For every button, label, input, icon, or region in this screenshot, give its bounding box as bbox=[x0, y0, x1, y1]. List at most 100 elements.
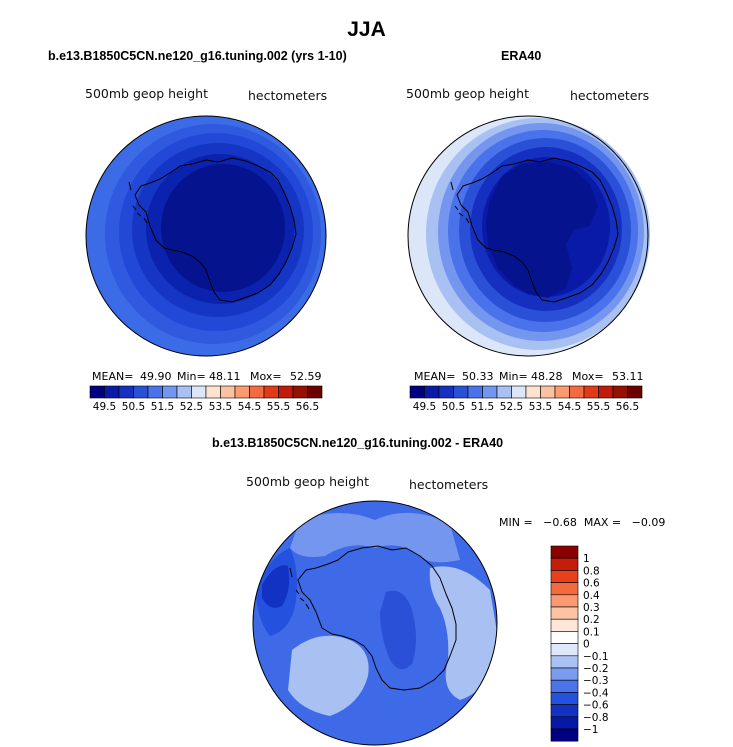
colorbar-box bbox=[550, 570, 579, 583]
colorbar-box bbox=[550, 618, 579, 632]
panel-2-units: hectometers bbox=[570, 88, 650, 103]
panel-1-max-label: Mox= bbox=[250, 370, 282, 383]
colorbar-box bbox=[249, 385, 265, 399]
map2-boundary bbox=[407, 115, 649, 357]
colorbar-box bbox=[118, 385, 134, 399]
colorbar-box bbox=[612, 385, 628, 399]
colorbar-tick-label: −0.8 bbox=[583, 712, 609, 724]
colorbar-box bbox=[550, 582, 579, 596]
panel-2-min-label: Min= bbox=[499, 370, 528, 383]
panel-2-max-label: Mox= bbox=[572, 370, 604, 383]
colorbar-box bbox=[550, 594, 579, 608]
panel-1-max-value: 52.59 bbox=[290, 370, 322, 383]
colorbar-box bbox=[550, 631, 579, 644]
panel-3-variable: 500mb geop height bbox=[246, 474, 369, 489]
colorbar-tick-label: 0.8 bbox=[583, 565, 600, 577]
figure-title: JJA bbox=[347, 18, 386, 41]
colorbar-box bbox=[550, 692, 579, 705]
map3-top-light bbox=[290, 512, 460, 563]
colorbar-tick-label: 0.6 bbox=[583, 578, 600, 590]
panel-3-title: b.e13.B1850C5CN.ne120_g16.tuning.002 - E… bbox=[212, 436, 504, 450]
map1-coastline bbox=[134, 157, 297, 303]
colorbar-box bbox=[162, 385, 178, 399]
colorbar-box bbox=[525, 385, 541, 399]
colorbar-tick-label: 54.5 bbox=[238, 401, 261, 413]
colorbar-box bbox=[627, 385, 643, 399]
map2-islands bbox=[450, 181, 470, 224]
colorbar-box bbox=[583, 385, 599, 399]
colorbar-tick-label: 52.5 bbox=[180, 401, 203, 413]
panel-1-mean-label: MEAN= bbox=[92, 370, 134, 383]
panel-3-minmax: MIN = −0.68 MAX = −0.09 bbox=[499, 516, 666, 529]
colorbar-tick-label: 50.5 bbox=[442, 401, 465, 413]
colorbar-box bbox=[550, 667, 579, 681]
colorbar-tick-label: 0.4 bbox=[583, 590, 600, 602]
map1-core bbox=[161, 164, 285, 292]
map2-coastline bbox=[456, 157, 619, 303]
map3-center-dark bbox=[380, 590, 416, 670]
panel-1-min-label: Min= bbox=[177, 370, 206, 383]
colorbar-panel-3: 10.80.60.40.30.20.10−0.1−0.2−0.3−0.4−0.6… bbox=[550, 545, 609, 742]
colorbar-tick-label: 1 bbox=[583, 553, 590, 565]
panel-2-min-value: 48.28 bbox=[531, 370, 563, 383]
colorbar-tick-label: 50.5 bbox=[122, 401, 145, 413]
colorbar-box bbox=[453, 385, 469, 399]
colorbar-box bbox=[409, 385, 425, 399]
colorbar-tick-label: 51.5 bbox=[151, 401, 174, 413]
colorbar-tick-label: 49.5 bbox=[93, 401, 116, 413]
panel-2-max-value: 53.11 bbox=[612, 370, 644, 383]
colorbar-box bbox=[550, 655, 579, 669]
colorbar-box bbox=[438, 385, 454, 399]
colorbar-box bbox=[191, 385, 207, 399]
colorbar-box bbox=[104, 385, 120, 399]
map2-core bbox=[486, 162, 598, 298]
colorbar-tick-label: −0.6 bbox=[583, 700, 609, 712]
panel-2-variable: 500mb geop height bbox=[406, 86, 529, 101]
colorbar-box bbox=[424, 385, 440, 399]
colorbar-tick-label: −0.2 bbox=[583, 663, 609, 675]
colorbar-box bbox=[263, 385, 279, 399]
colorbar-box bbox=[550, 716, 579, 730]
colorbar-tick-label: −0.4 bbox=[583, 687, 609, 699]
colorbar-tick-label: 0.3 bbox=[583, 602, 600, 614]
colorbar-box bbox=[292, 385, 308, 399]
panel-3-units: hectometers bbox=[409, 477, 489, 492]
colorbar-tick-label: 49.5 bbox=[413, 401, 436, 413]
colorbar-box bbox=[598, 385, 614, 399]
colorbar-box bbox=[467, 385, 483, 399]
colorbar-tick-label: 56.5 bbox=[296, 401, 319, 413]
colorbar-box bbox=[307, 385, 323, 399]
colorbar-tick-label: 52.5 bbox=[500, 401, 523, 413]
colorbar-tick-label: 54.5 bbox=[558, 401, 581, 413]
colorbar-box bbox=[554, 385, 570, 399]
panel-1-min-value: 48.11 bbox=[209, 370, 241, 383]
colorbar-tick-label: 0.1 bbox=[583, 626, 600, 638]
map-panel-1 bbox=[85, 115, 327, 357]
map-panel-2 bbox=[407, 115, 650, 357]
map3-islands bbox=[289, 567, 310, 610]
panel-1-title: b.e13.B1850C5CN.ne120_g16.tuning.002 (yr… bbox=[48, 49, 347, 63]
colorbar-box bbox=[550, 643, 579, 657]
colorbar-box bbox=[482, 385, 498, 399]
colorbar-tick-label: 0 bbox=[583, 639, 590, 651]
map3-right-light bbox=[429, 566, 497, 700]
colorbar-tick-label: 55.5 bbox=[587, 401, 610, 413]
colorbar-tick-label: −0.3 bbox=[583, 675, 609, 687]
map3-coastline bbox=[297, 545, 457, 691]
panel-1-units: hectometers bbox=[248, 88, 328, 103]
colorbar-box bbox=[89, 385, 105, 399]
map3-darkest bbox=[262, 565, 290, 608]
colorbar-box bbox=[133, 385, 149, 399]
map3-boundary bbox=[252, 500, 498, 746]
panel-1-mean-value: 49.90 bbox=[140, 370, 172, 383]
colorbar-box bbox=[147, 385, 163, 399]
colorbar-box bbox=[511, 385, 527, 399]
map1-boundary bbox=[85, 115, 327, 357]
colorbar-panel-1: 49.5 50.5 51.5 52.5 53.5 54.5 55.5 56.5 bbox=[89, 385, 323, 413]
colorbar-box bbox=[205, 385, 221, 399]
colorbar-tick-label: 51.5 bbox=[471, 401, 494, 413]
colorbar-box bbox=[550, 557, 579, 571]
map-panel-3 bbox=[252, 500, 498, 746]
colorbar-tick-label: 0.2 bbox=[583, 614, 600, 626]
panel-2-mean-label: MEAN= bbox=[414, 370, 456, 383]
